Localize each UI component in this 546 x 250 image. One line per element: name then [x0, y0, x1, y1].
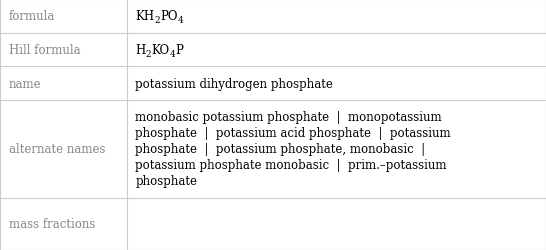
Text: potassium dihydrogen phosphate: potassium dihydrogen phosphate — [135, 78, 333, 90]
Text: KO: KO — [151, 44, 169, 57]
Text: mass fractions: mass fractions — [9, 218, 95, 230]
Text: 2: 2 — [146, 50, 151, 59]
Text: alternate names: alternate names — [9, 143, 105, 156]
Text: KH: KH — [135, 10, 155, 23]
Text: name: name — [9, 78, 41, 90]
Text: 4: 4 — [169, 50, 175, 59]
Text: PO: PO — [160, 10, 177, 23]
Text: 4: 4 — [177, 16, 183, 25]
Text: P: P — [175, 44, 183, 57]
Text: 2: 2 — [155, 16, 160, 25]
Text: H: H — [135, 44, 146, 57]
Text: formula: formula — [9, 10, 55, 23]
Text: Hill formula: Hill formula — [9, 44, 80, 57]
Text: monobasic potassium phosphate  |  monopotassium
phosphate  |  potassium acid pho: monobasic potassium phosphate | monopota… — [135, 111, 451, 187]
